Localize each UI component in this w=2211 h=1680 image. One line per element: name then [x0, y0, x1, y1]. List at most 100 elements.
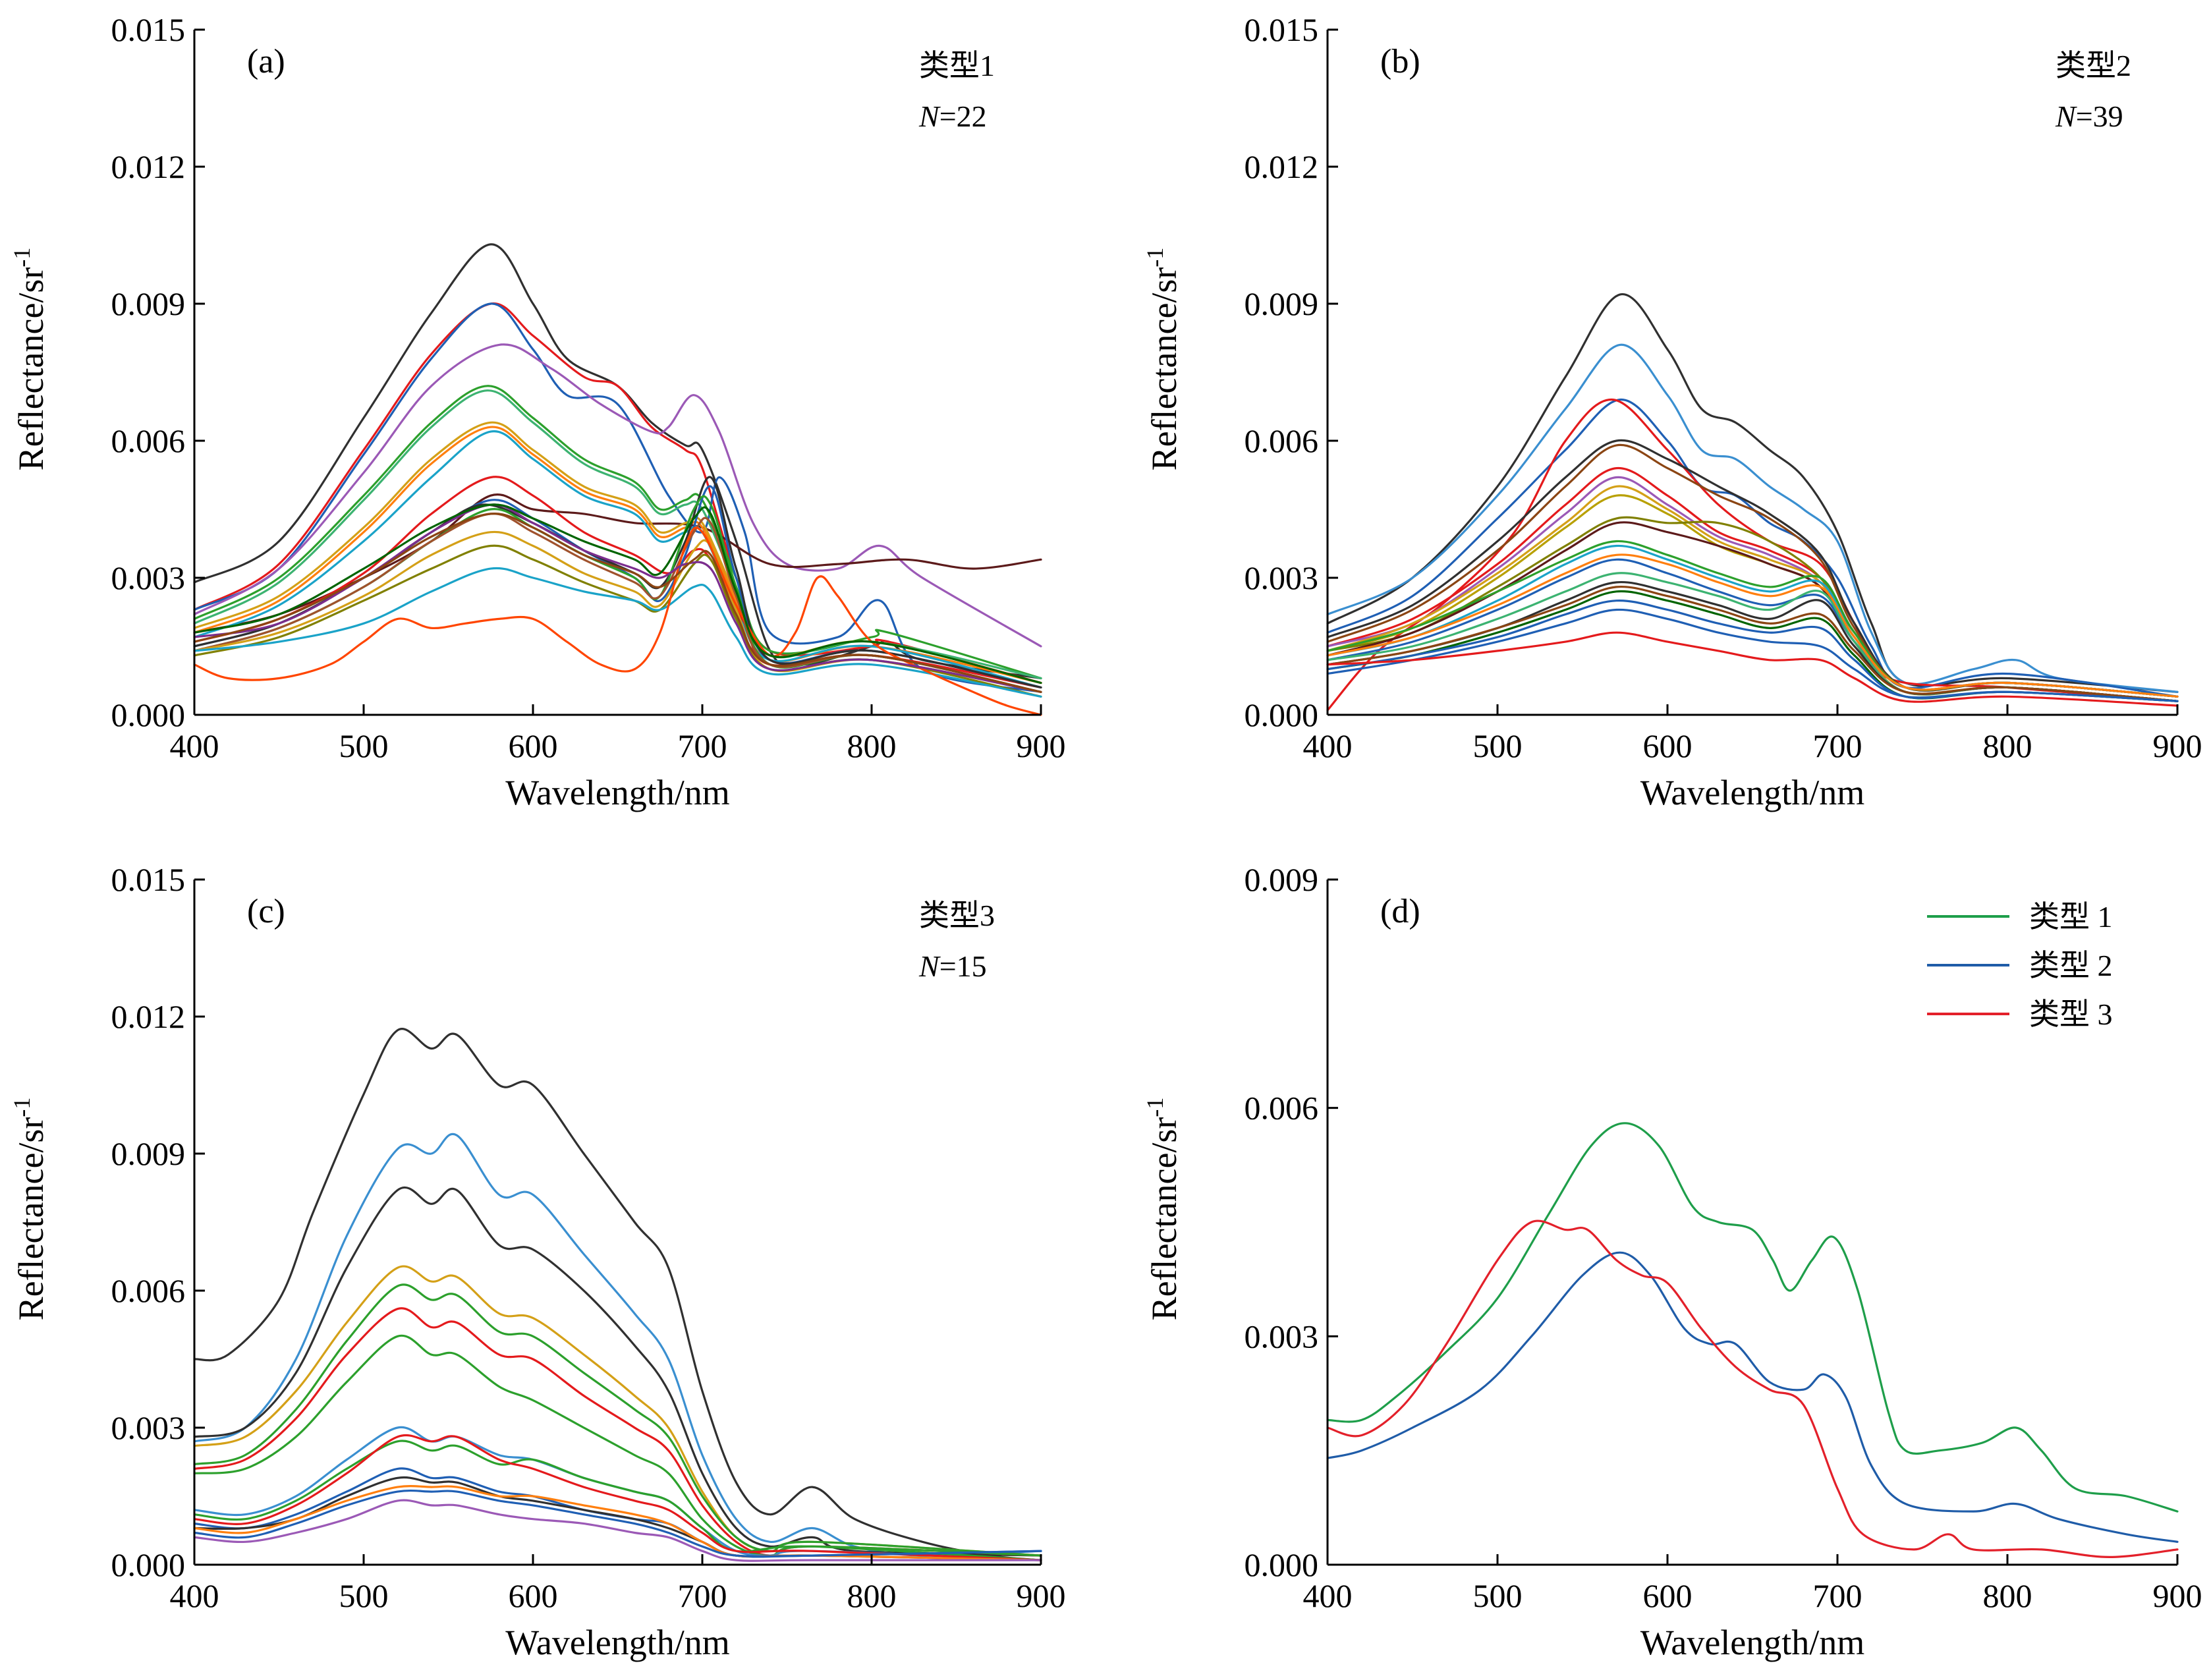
sample-count-annotation: N=15: [918, 949, 987, 983]
panel-b: 400 500 600 700 800 900 0.000 0.003 0.006 0.009 0.…: [1142, 11, 2202, 812]
series-line-9: [193, 1440, 1042, 1561]
y-tick-label: 0.003: [1245, 1318, 1319, 1355]
x-tick-label: 700: [1813, 1577, 1862, 1614]
type-annotation: 类型1: [919, 49, 995, 82]
series-line-21: [193, 503, 1042, 685]
series-line-4: [1326, 398, 2179, 712]
y-tick-label: 0.003: [111, 1409, 186, 1446]
y-tick-label: 0.006: [111, 422, 186, 459]
x-tick-label: 600: [1643, 727, 1693, 764]
x-axis-title: Wavelength/nm: [1640, 773, 1865, 812]
type-annotation: 类型3: [919, 899, 995, 932]
y-axis-title-superscript: -1: [9, 248, 35, 267]
legend: 类型 1 类型 2 类型 3: [1927, 900, 2113, 1031]
series-line-3: [193, 302, 1042, 693]
x-tick-label: 900: [1017, 727, 1066, 764]
x-axis-title: Wavelength/nm: [505, 1623, 730, 1662]
y-tick-label: 0.006: [1245, 422, 1319, 459]
x-tick-label: 900: [2153, 1577, 2202, 1614]
series-line-19: [1326, 585, 2179, 702]
x-tick-label: 800: [847, 727, 897, 764]
y-axis-title-text: Reflectance/sr: [1144, 267, 1184, 471]
x-tick-label: 800: [847, 1577, 897, 1614]
y-tick-label: 0.015: [111, 11, 186, 48]
x-tick-label: 700: [1813, 727, 1862, 764]
panel-d: 400 500 600 700 800 900 0.000 0.003 0.006 0.009 Wa…: [1142, 861, 2202, 1662]
y-tick-label: 0.012: [1245, 148, 1319, 185]
sample-count-annotation: N=22: [918, 99, 987, 133]
series-line-23: [1326, 631, 2179, 707]
sample-count-symbol: N: [2055, 99, 2077, 133]
y-axis-title-superscript: -1: [1142, 248, 1168, 267]
series-line-3: [193, 1186, 1042, 1557]
panel-c: 400 500 600 700 800 900 0.000 0.003 0.006 0.009 0.…: [9, 861, 1066, 1662]
sample-count-symbol: N: [918, 949, 941, 983]
series-line-1: [1326, 293, 2179, 693]
x-tick-label: 600: [509, 727, 558, 764]
y-tick-label: 0.012: [111, 998, 186, 1035]
y-tick-label: 0.015: [1245, 11, 1319, 48]
x-tick-label: 400: [1303, 727, 1353, 764]
x-axis-title: Wavelength/nm: [1640, 1623, 1865, 1662]
series-line-11: [193, 476, 1042, 688]
y-tick-label: 0.000: [1245, 696, 1319, 733]
panel-label: (c): [247, 893, 285, 930]
series-line-1: [193, 243, 1042, 680]
panel-label: (a): [247, 43, 285, 80]
series-line-2: [193, 1133, 1042, 1557]
y-tick-label: 0.000: [111, 1546, 186, 1583]
x-tick-label: 700: [678, 1577, 727, 1614]
x-tick-label: 500: [1473, 727, 1523, 764]
series-group: [193, 1028, 1042, 1562]
x-tick-label: 900: [1017, 1577, 1066, 1614]
y-tick-label: 0.009: [111, 285, 186, 322]
x-tick-label: 600: [1643, 1577, 1693, 1614]
series-line-2: [193, 302, 1042, 685]
series-line-19: [193, 526, 1042, 716]
series-group: [1326, 293, 2179, 712]
y-tick-label: 0.003: [111, 559, 186, 596]
y-axis-title-text: Reflectance/sr: [1144, 1117, 1184, 1321]
panel-label: (b): [1380, 43, 1420, 80]
x-tick-label: 500: [339, 1577, 389, 1614]
x-tick-label: 400: [170, 727, 219, 764]
series-line-4: [193, 343, 1042, 648]
sample-count-symbol: N: [918, 99, 941, 133]
y-tick-label: 0.015: [111, 861, 186, 898]
series-line-6: [1326, 443, 2179, 698]
sample-count-value: =15: [939, 949, 987, 983]
series-line-22: [193, 513, 1042, 693]
x-tick-label: 500: [1473, 1577, 1523, 1614]
x-axis-title: Wavelength/nm: [505, 773, 730, 812]
series-line-6: [193, 385, 1042, 680]
panel-label: (d): [1380, 893, 1420, 930]
series-line-13: [193, 476, 1042, 688]
x-tick-label: 400: [1303, 1577, 1353, 1614]
y-tick-label: 0.012: [111, 148, 186, 185]
series-line-2: [1326, 343, 2179, 693]
panel-a: 400 500 600 700 800 900 0.000 0.003 0.006 0.009 0.…: [9, 11, 1066, 812]
series-line-15: [1326, 553, 2179, 698]
x-tick-label: 800: [1983, 1577, 2032, 1614]
y-axis-title: Reflectance/sr-1: [1142, 248, 1184, 471]
y-axis-title: Reflectance/sr-1: [1142, 1098, 1184, 1321]
y-axis-title-superscript: -1: [1142, 1098, 1168, 1117]
series-line-14: [193, 1489, 1042, 1558]
y-tick-label: 0.006: [111, 1272, 186, 1309]
x-tick-label: 800: [1983, 727, 2032, 764]
series-line-2: [1326, 1251, 2179, 1543]
y-tick-label: 0.000: [111, 696, 186, 733]
series-line-13: [1326, 540, 2179, 698]
series-line-22: [1326, 608, 2179, 702]
y-tick-label: 0.009: [1245, 861, 1319, 898]
x-tick-label: 600: [509, 1577, 558, 1614]
y-tick-label: 0.000: [1245, 1546, 1319, 1583]
sample-count-value: =22: [939, 99, 987, 133]
sample-count-value: =39: [2076, 99, 2123, 133]
y-tick-label: 0.006: [1245, 1090, 1319, 1127]
series-line-10: [193, 430, 1042, 688]
series-line-15: [193, 1499, 1042, 1562]
series-line-3: [1326, 1219, 2179, 1558]
series-line-10: [193, 1434, 1042, 1561]
